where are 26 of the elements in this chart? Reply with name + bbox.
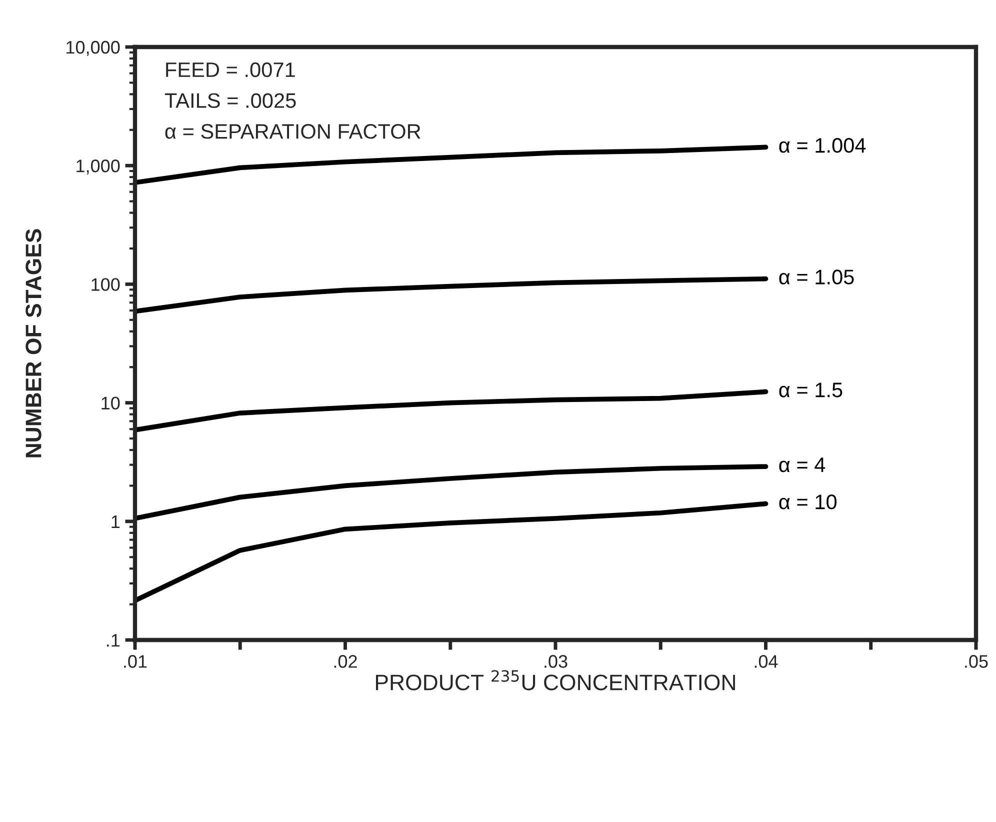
y-axis-title: NUMBER OF STAGES: [26, 229, 42, 458]
y-tick-label: .1: [107, 634, 120, 647]
y-tick-label: 100: [92, 278, 120, 291]
x-tick-label: .05: [965, 655, 988, 668]
line-series: [135, 389, 768, 432]
y-tick-label: 1,000: [76, 160, 120, 174]
y-tick-label: 10: [102, 396, 120, 410]
y-tick-label: 10,000: [66, 40, 120, 56]
annotation: α = SEPARATION FACTOR: [165, 124, 420, 139]
series-label: α = 1.05: [779, 270, 854, 284]
line-series: [135, 144, 768, 185]
x-tick-label: .04: [754, 655, 778, 668]
annotation: FEED = .0071: [166, 62, 295, 78]
series-label: α = 1.5: [779, 382, 842, 398]
line-series: [135, 501, 768, 604]
line-series: [135, 464, 768, 521]
y-tick-label: 1: [112, 516, 120, 528]
annotation: TAILS = .0025: [164, 93, 296, 108]
series-label: α = 4: [779, 458, 826, 472]
line-series: [135, 276, 768, 314]
series-label: α = 1.004: [779, 138, 866, 153]
x-axis-title: PRODUCT $^{235}$U CONCENTRATION: [376, 670, 735, 690]
x-tick-label: .02: [334, 655, 357, 668]
x-tick-label: .03: [544, 655, 568, 668]
series-label: α = 10: [779, 494, 837, 510]
x-tick-label: .01: [124, 655, 147, 668]
